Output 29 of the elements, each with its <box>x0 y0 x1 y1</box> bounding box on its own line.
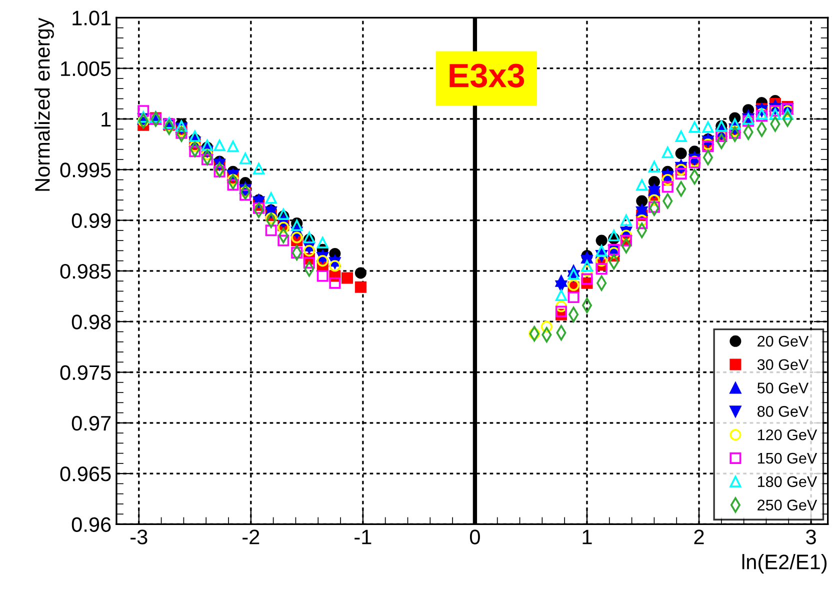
annotation: E3x3 <box>450 64 524 88</box>
x-tick-label: -1 <box>354 530 372 544</box>
x-axis-title: ln(E2/E1) <box>742 554 827 574</box>
x-tick-label: 3 <box>806 530 816 544</box>
y-tick-label: 0.98 <box>72 314 111 330</box>
y-tick-label: 1.005 <box>61 61 111 76</box>
legend-label: 80 GeV <box>758 406 809 417</box>
x-tick-label: -3 <box>130 530 148 544</box>
y-tick-label: 0.975 <box>60 365 111 380</box>
y-axis-title: Normalized energy <box>34 18 54 191</box>
y-tick-label: 0.97 <box>72 416 111 431</box>
y-tick-label: 1 <box>102 112 111 127</box>
y-tick-label: 0.96 <box>72 517 111 532</box>
legend-label: 120 GeV <box>758 429 818 440</box>
x-tick-label: -2 <box>242 530 260 544</box>
legend-label: 50 GeV <box>757 382 809 394</box>
y-tick-label: 0.965 <box>60 466 111 482</box>
legend-label: 20 GeV <box>758 336 809 347</box>
x-tick-label: 2 <box>694 530 704 544</box>
legend-label: 150 GeV <box>758 452 818 464</box>
x-tick-label: 0 <box>470 530 480 544</box>
y-tick-label: 1.01 <box>72 10 111 26</box>
legend-label: 30 GeV <box>757 359 809 370</box>
legend-label: 250 GeV <box>758 500 818 510</box>
legend-label: 180 GeV <box>758 476 818 488</box>
x-tick-label: 1 <box>582 530 592 544</box>
y-tick-label: 0.985 <box>60 264 111 279</box>
y-tick-label: 0.99 <box>72 213 111 228</box>
y-tick-label: 0.995 <box>60 162 111 178</box>
